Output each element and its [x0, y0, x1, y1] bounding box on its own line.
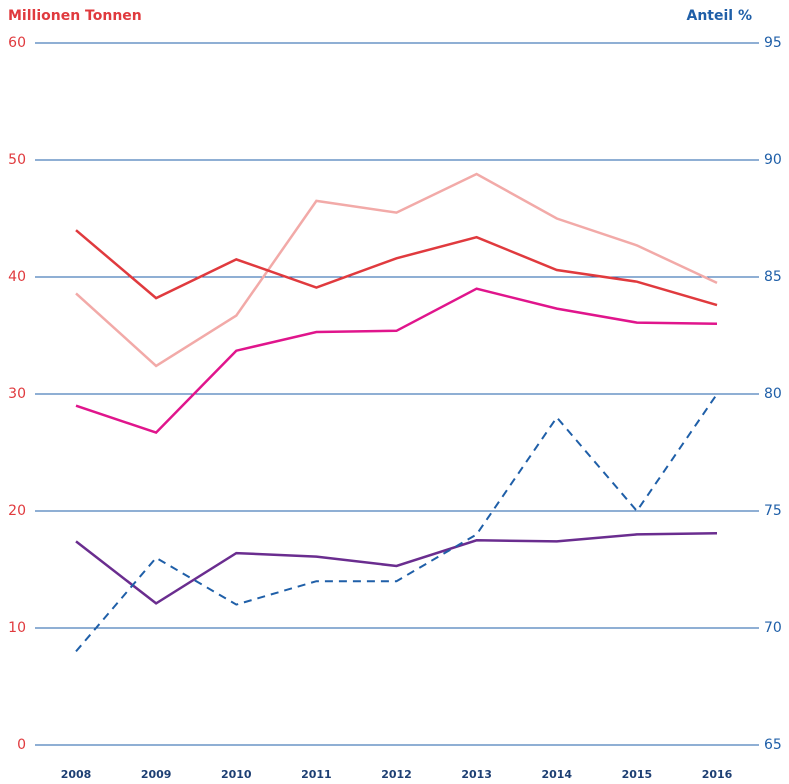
y2-tick-label: 65 — [764, 737, 782, 753]
y2-tick-label: 90 — [764, 152, 782, 168]
x-tick-label: 2014 — [541, 768, 572, 781]
y2-tick-label: 80 — [764, 386, 782, 402]
x-tick-label: 2016 — [702, 768, 733, 781]
y-tick-label: 40 — [8, 269, 26, 285]
y2-tick-label: 95 — [764, 35, 782, 51]
x-tick-label: 2012 — [381, 768, 412, 781]
y2-tick-label: 85 — [764, 269, 782, 285]
series-line — [75, 393, 718, 653]
y-tick-label: 50 — [8, 152, 26, 168]
series-line — [75, 229, 718, 307]
x-tick-label: 2008 — [61, 768, 92, 781]
x-tick-label: 2011 — [301, 768, 332, 781]
x-tick-label: 2013 — [461, 768, 492, 781]
x-tick-label: 2015 — [622, 768, 653, 781]
y2-tick-label: 75 — [764, 503, 782, 519]
y-tick-label: 30 — [8, 386, 26, 402]
series-line — [75, 172, 718, 368]
y2-axis-title: Anteil % — [687, 8, 753, 24]
series-line — [75, 531, 718, 605]
y-tick-label: 60 — [8, 35, 26, 51]
y2-tick-label: 70 — [764, 620, 782, 636]
y-axis-title: Millionen Tonnen — [8, 8, 142, 24]
x-tick-label: 2010 — [221, 768, 252, 781]
series-line — [75, 287, 718, 435]
y-tick-label: 20 — [8, 503, 26, 519]
x-tick-label: 2009 — [141, 768, 172, 781]
y-tick-label: 0 — [17, 737, 26, 753]
y-tick-label: 10 — [8, 620, 26, 636]
